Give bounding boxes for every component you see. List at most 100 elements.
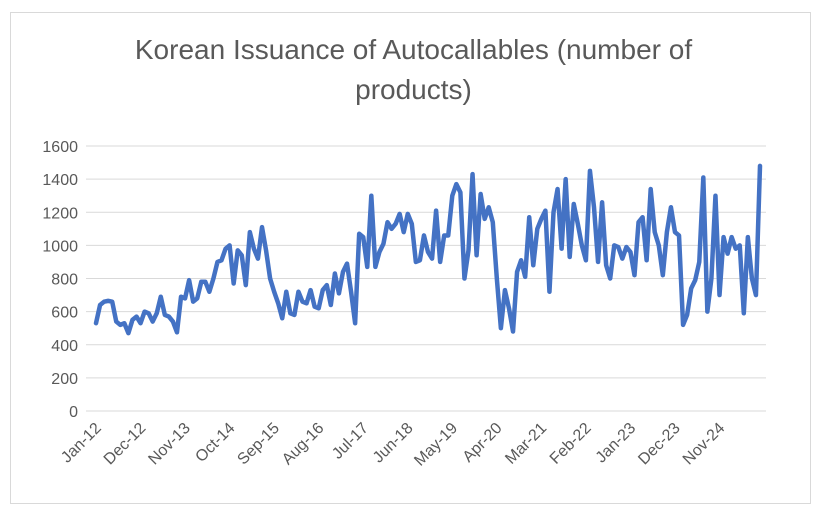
data-point [713, 194, 717, 198]
data-point [199, 280, 203, 284]
data-point [434, 209, 438, 213]
data-point [535, 227, 539, 231]
data-point [147, 311, 151, 315]
data-point [244, 283, 248, 287]
data-point [357, 232, 361, 236]
data-point [677, 233, 681, 237]
data-point [260, 225, 264, 229]
data-point [584, 258, 588, 262]
data-point [134, 315, 138, 319]
data-point [458, 190, 462, 194]
data-point [300, 300, 304, 304]
data-point [390, 227, 394, 231]
data-point [313, 305, 317, 309]
data-point [288, 311, 292, 315]
data-point [337, 291, 341, 295]
data-point [637, 220, 641, 224]
data-point [305, 301, 309, 305]
data-point [600, 200, 604, 204]
chart-title: Korean Issuance of Autocallables (number… [0, 30, 827, 110]
chart-title-line-1: Korean Issuance of Autocallables (number… [134, 34, 693, 65]
data-point [114, 320, 118, 324]
data-point [309, 288, 313, 292]
data-point [171, 320, 175, 324]
y-tick-label: 800 [51, 272, 78, 289]
data-point [543, 209, 547, 213]
data-point [365, 265, 369, 269]
data-point [471, 172, 475, 176]
data-point [483, 217, 487, 221]
data-point [466, 248, 470, 252]
x-tick-label: Nov-13 [145, 420, 194, 469]
data-point [228, 243, 232, 247]
data-point [738, 243, 742, 247]
data-point [284, 290, 288, 294]
data-point [576, 222, 580, 226]
y-tick-label: 1600 [42, 139, 78, 156]
data-point [754, 293, 758, 297]
data-point [539, 217, 543, 221]
data-point [734, 247, 738, 251]
data-point [628, 250, 632, 254]
data-point [280, 316, 284, 320]
data-point [211, 277, 215, 281]
data-point [454, 182, 458, 186]
data-point [240, 253, 244, 257]
data-point [167, 315, 171, 319]
data-point [256, 257, 260, 261]
data-point [187, 278, 191, 282]
x-tick-label: May-19 [411, 420, 461, 470]
data-point [657, 243, 661, 247]
data-point [730, 235, 734, 239]
data-point [592, 205, 596, 209]
data-point [183, 296, 187, 300]
data-point [130, 318, 134, 322]
data-point [191, 300, 195, 304]
data-point [94, 321, 98, 325]
data-point [580, 243, 584, 247]
data-point [572, 202, 576, 206]
data-point [422, 233, 426, 237]
data-point [402, 230, 406, 234]
data-point [410, 222, 414, 226]
data-point [604, 263, 608, 267]
y-tick-label: 1400 [42, 172, 78, 189]
data-point [697, 260, 701, 264]
x-tick-label: Apr-20 [460, 420, 506, 466]
data-point [560, 247, 564, 251]
data-point [236, 248, 240, 252]
data-point [620, 257, 624, 261]
data-point [742, 311, 746, 315]
data-point [689, 286, 693, 290]
data-point [155, 311, 159, 315]
data-point [353, 321, 357, 325]
data-point [418, 258, 422, 262]
data-point [446, 233, 450, 237]
data-point [645, 258, 649, 262]
data-point [224, 247, 228, 251]
data-point [556, 187, 560, 191]
data-point [693, 278, 697, 282]
data-point [661, 273, 665, 277]
x-tick-label: Jan-12 [58, 420, 105, 467]
data-point [377, 250, 381, 254]
data-point [296, 290, 300, 294]
data-point [325, 283, 329, 287]
data-point [701, 175, 705, 179]
data-point [268, 277, 272, 281]
data-point [495, 277, 499, 281]
data-point [596, 260, 600, 264]
data-point [333, 272, 337, 276]
data-point [151, 320, 155, 324]
data-point [669, 205, 673, 209]
data-point [750, 277, 754, 281]
data-point [215, 260, 219, 264]
data-point [632, 273, 636, 277]
data-point [685, 313, 689, 317]
data-point [163, 313, 167, 317]
data-point [398, 212, 402, 216]
data-point [126, 331, 130, 335]
data-point [531, 263, 535, 267]
data-point [450, 194, 454, 198]
data-point [118, 323, 122, 327]
